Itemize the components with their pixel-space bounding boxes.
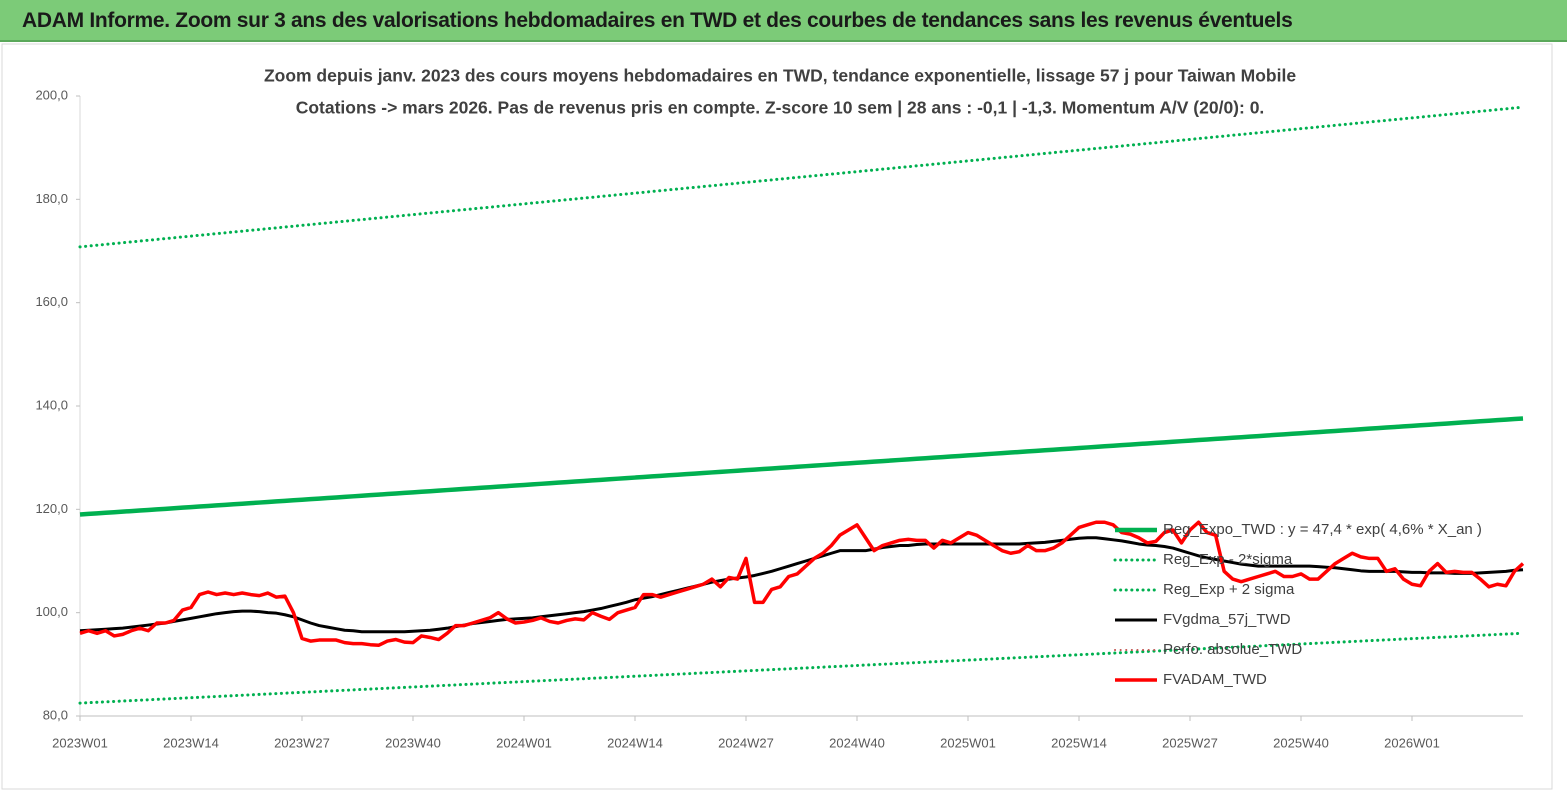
- x-tick-label: 2024W01: [496, 735, 552, 750]
- x-tick-label: 2023W14: [163, 735, 219, 750]
- x-tick-label: 2023W27: [274, 735, 330, 750]
- chart-frame: [1, 43, 1553, 790]
- y-tick-label: 160,0: [35, 294, 68, 309]
- y-tick-label: 120,0: [35, 501, 68, 516]
- chart-title: Zoom depuis janv. 2023 des cours moyens …: [264, 66, 1296, 86]
- x-tick-label: 2023W40: [385, 735, 441, 750]
- x-tick-label: 2026W01: [1384, 735, 1440, 750]
- x-tick-label: 2025W14: [1051, 735, 1107, 750]
- x-tick-label: 2024W14: [607, 735, 663, 750]
- header-title: ADAM Informe. Zoom sur 3 ans des valoris…: [22, 9, 1293, 32]
- y-tick-label: 200,0: [35, 87, 68, 102]
- header-bar: ADAM Informe. Zoom sur 3 ans des valoris…: [0, 0, 1567, 42]
- x-tick-label: 2025W27: [1162, 735, 1218, 750]
- y-tick-label: 140,0: [35, 397, 68, 412]
- chart: Zoom depuis janv. 2023 des cours moyens …: [1, 43, 1553, 790]
- legend-label: FVADAM_TWD: [1163, 671, 1267, 688]
- x-tick-label: 2024W27: [718, 735, 774, 750]
- legend-label: Reg_Expo_TWD : y = 47,4 * exp( 4,6% * X_…: [1163, 521, 1482, 538]
- series-line: [78, 105, 1525, 249]
- x-tick-label: 2025W01: [940, 735, 996, 750]
- series-line: [79, 416, 1524, 517]
- series-line: [79, 520, 1525, 647]
- series-line: [79, 536, 1524, 634]
- x-tick-label: 2025W40: [1273, 735, 1329, 750]
- legend-label: FVgdma_57j_TWD: [1163, 611, 1291, 628]
- y-tick-label: 100,0: [35, 604, 68, 619]
- y-tick-label: 80,0: [43, 707, 68, 722]
- series-line: [78, 631, 1525, 705]
- x-tick-label: 2024W40: [829, 735, 885, 750]
- legend-label: Reg_Exp + 2 sigma: [1163, 581, 1295, 598]
- chart-subtitle: Cotations -> mars 2026. Pas de revenus p…: [296, 98, 1265, 118]
- y-tick-label: 180,0: [35, 191, 68, 206]
- x-tick-label: 2023W01: [52, 735, 108, 750]
- legend-label: Reg_Exp - 2*sigma: [1163, 551, 1293, 568]
- legend-label: Perfo. absolue_TWD: [1163, 641, 1302, 658]
